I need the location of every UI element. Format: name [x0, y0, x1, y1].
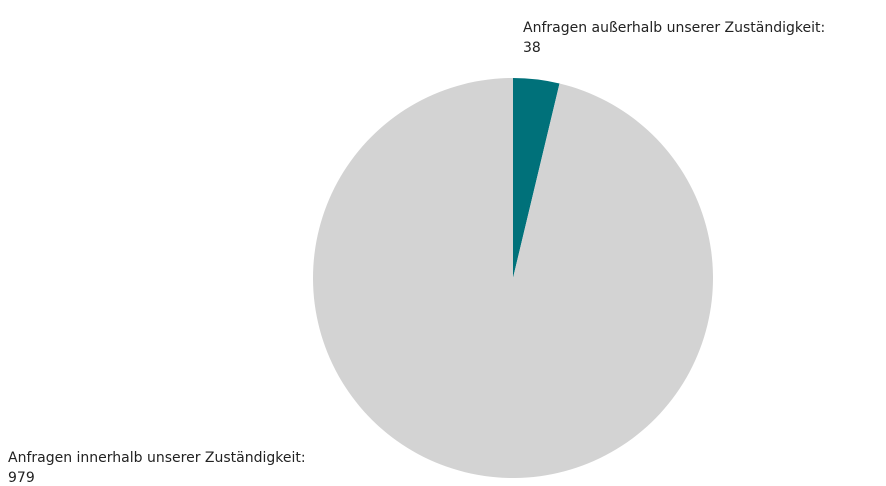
slice-label: Anfragen innerhalb unserer Zuständigkeit… [8, 450, 306, 466]
slice-value: 38 [523, 40, 541, 56]
pie-slice [313, 78, 713, 478]
pie-slice [513, 78, 560, 278]
slice-label: Anfragen außerhalb unserer Zuständigkeit… [523, 20, 825, 36]
slice-value: 979 [8, 470, 35, 486]
